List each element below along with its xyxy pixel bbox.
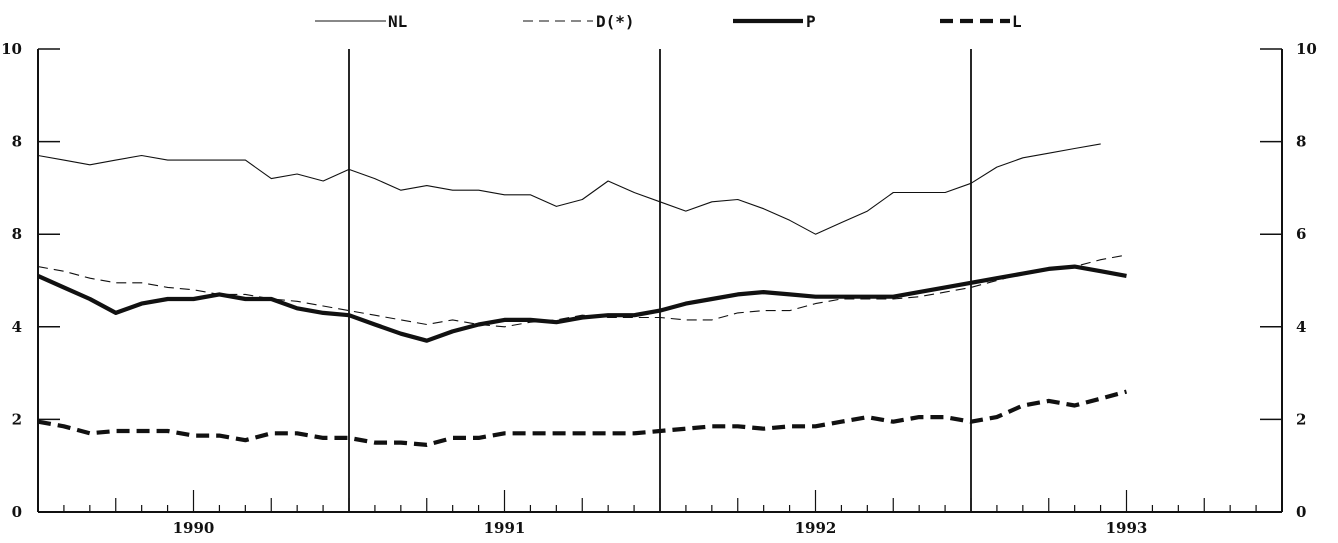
legend-label: NL	[388, 12, 407, 31]
legend-label: D(*)	[596, 12, 635, 31]
series-layer	[37, 143, 1128, 447]
y-tick-label-left: 10	[1, 40, 22, 58]
x-tick-label: 1993	[1106, 519, 1148, 537]
y-tick-label-right: 2	[1296, 410, 1306, 428]
series-line-p	[37, 264, 1127, 343]
y-tick-label-right: 6	[1296, 225, 1306, 243]
y-tick-label-right: 8	[1296, 133, 1306, 151]
y-tick-label-left: 8	[12, 225, 22, 243]
series-line-nl	[37, 143, 1101, 235]
y-tick-label-right: 4	[1296, 318, 1306, 336]
axes-layer: 0 0 2 2 4 4 8 6 8 8 10 10 1990 1991 1992 1993	[1, 40, 1317, 537]
legend: NL D(*) P L	[315, 12, 1022, 31]
y-tick-label-left: 2	[12, 410, 22, 428]
x-tick-label: 1992	[795, 519, 837, 537]
y-tick-label-right: 0	[1296, 503, 1306, 521]
y-tick-label-left: 8	[12, 133, 22, 151]
year-dividers	[348, 49, 972, 512]
series-line-l	[37, 389, 1128, 447]
x-tick-label: 1990	[173, 519, 215, 537]
y-tick-label-left: 4	[12, 318, 22, 336]
y-tick-label-right: 10	[1296, 40, 1317, 58]
x-tick-label: 1991	[484, 519, 526, 537]
y-tick-label-left: 0	[12, 503, 22, 521]
legend-label: L	[1012, 12, 1022, 31]
legend-label: P	[806, 12, 816, 31]
